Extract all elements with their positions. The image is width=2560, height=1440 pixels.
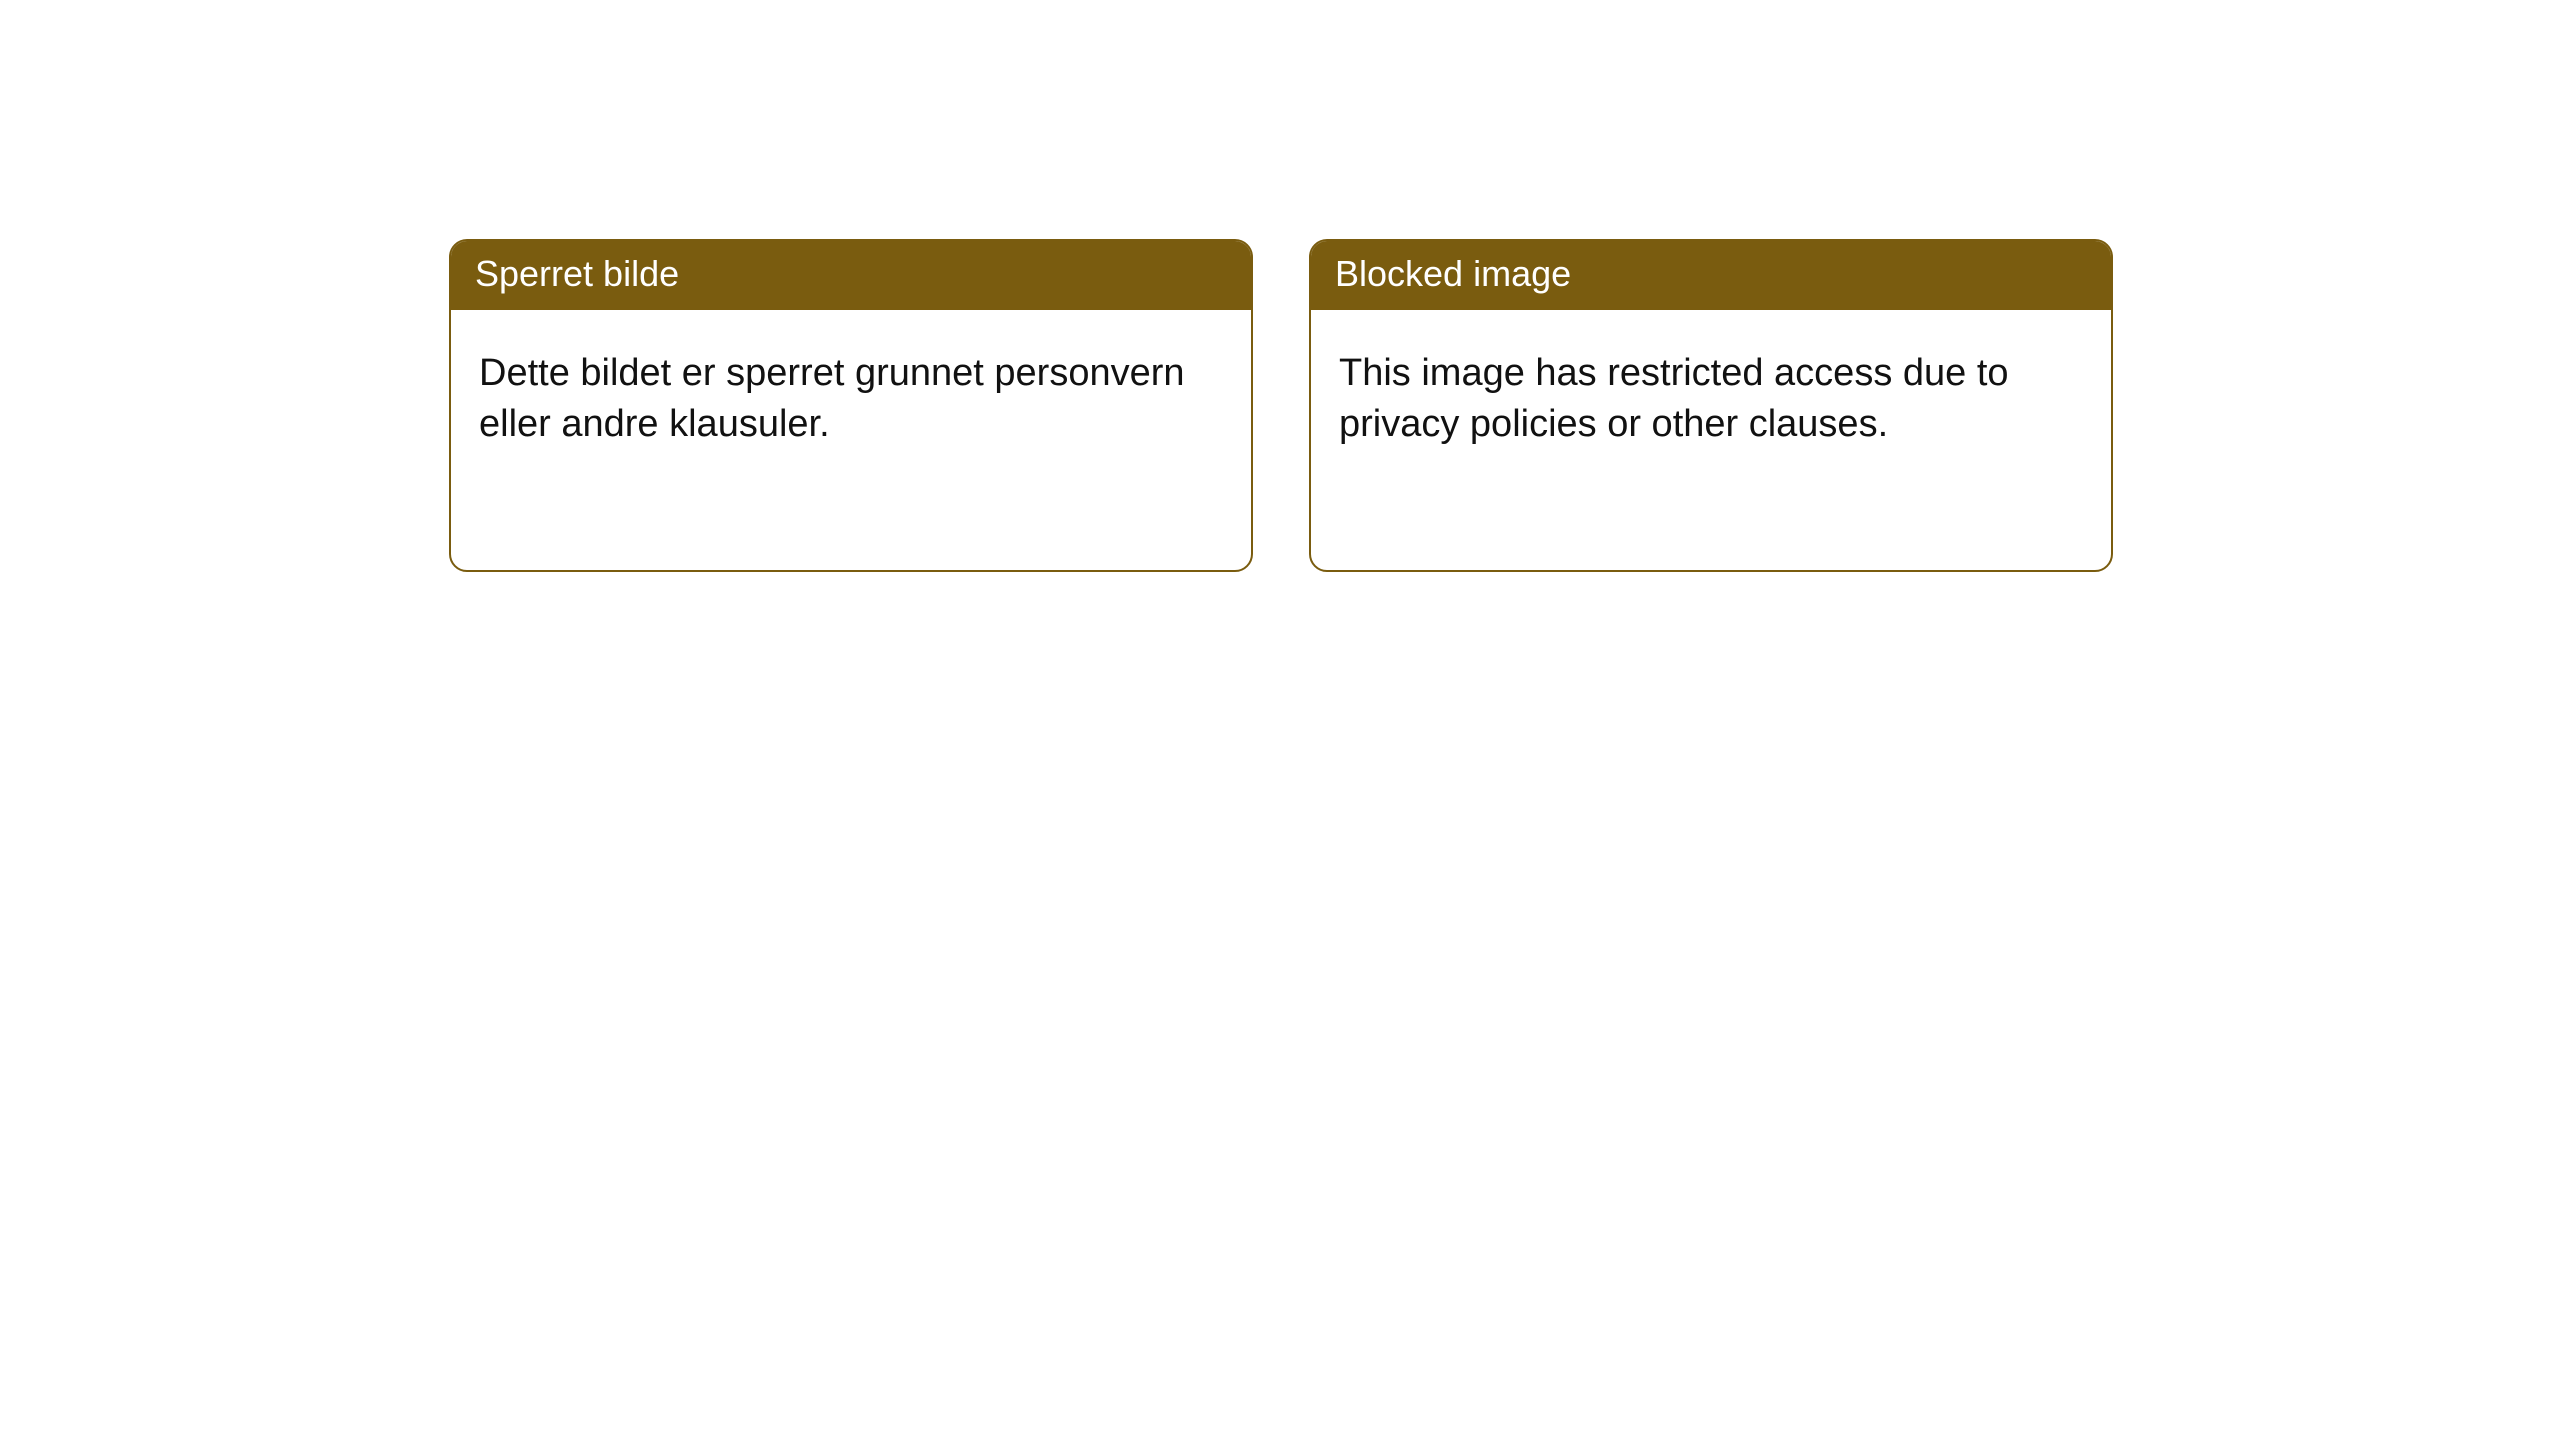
notice-card-norwegian: Sperret bilde Dette bildet er sperret gr… [449, 239, 1253, 572]
notice-card-title: Sperret bilde [451, 241, 1251, 310]
notice-card-english: Blocked image This image has restricted … [1309, 239, 2113, 572]
notice-card-body: Dette bildet er sperret grunnet personve… [451, 310, 1251, 489]
notice-container: Sperret bilde Dette bildet er sperret gr… [0, 0, 2560, 572]
notice-card-title: Blocked image [1311, 241, 2111, 310]
notice-card-body: This image has restricted access due to … [1311, 310, 2111, 489]
